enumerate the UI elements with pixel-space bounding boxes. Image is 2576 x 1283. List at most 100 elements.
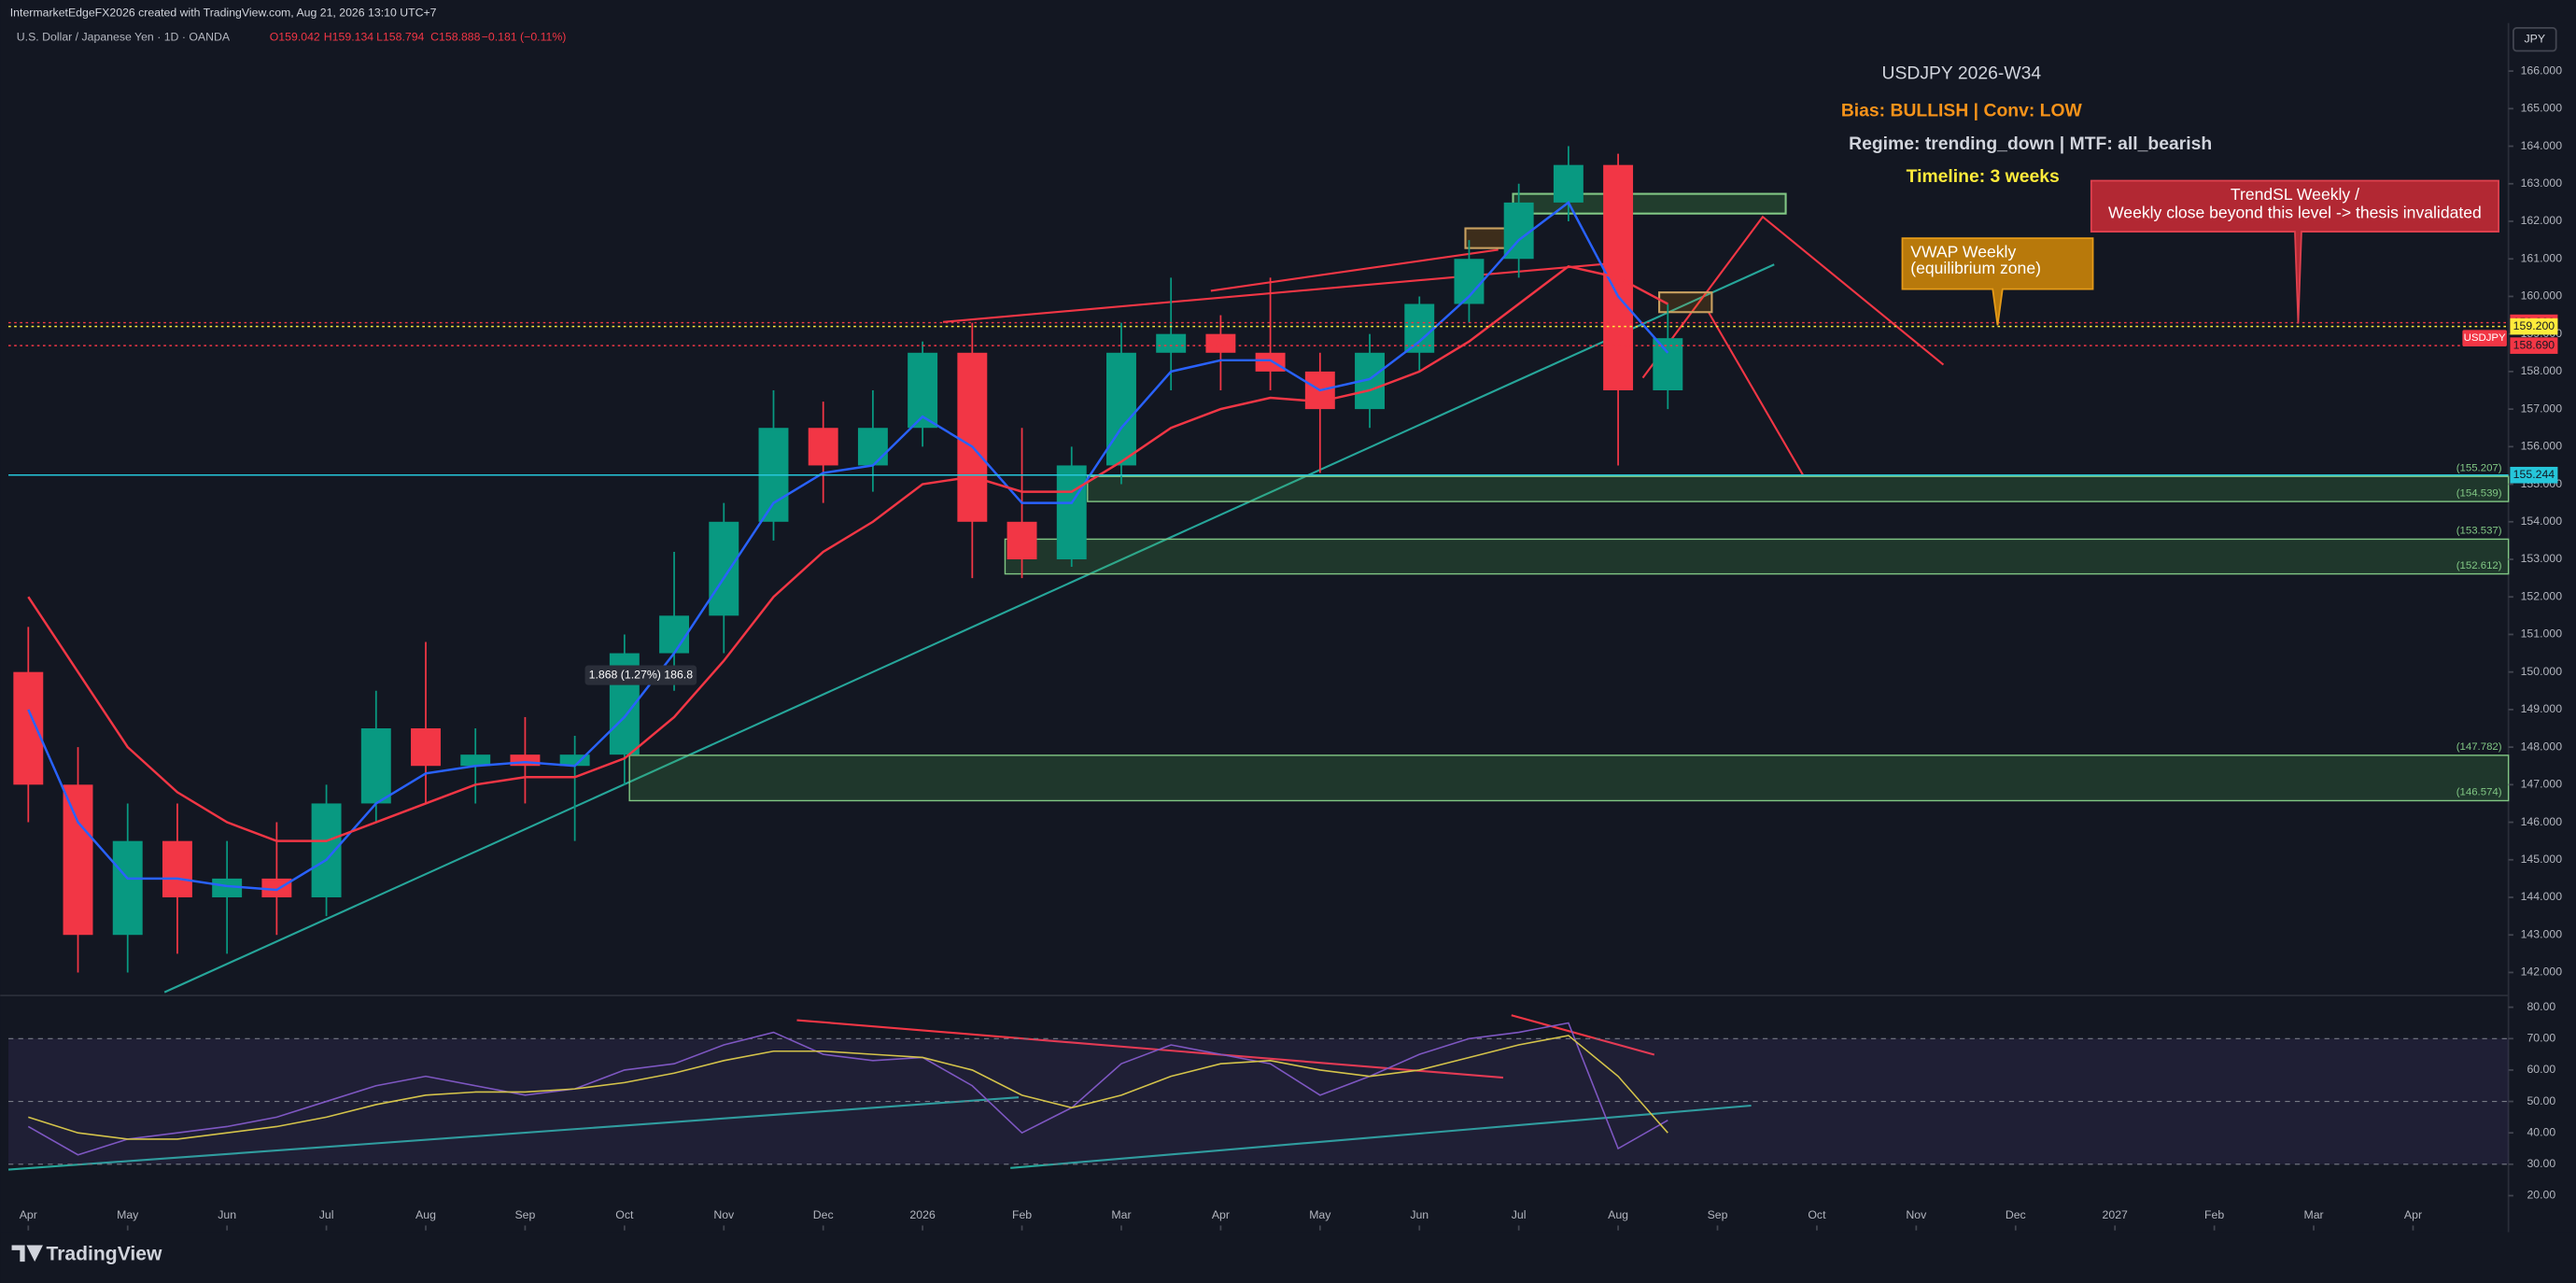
x-tick-label: 2027 — [2103, 1208, 2129, 1221]
x-tick-label: Oct — [1808, 1208, 1826, 1221]
candle-body — [411, 727, 441, 767]
demand-zone — [1087, 475, 2510, 502]
x-tick-label: Nov — [713, 1208, 735, 1221]
y-tick-label: 143.000 — [2521, 927, 2563, 940]
trend-line — [163, 263, 1775, 994]
y-tick-label: 157.000 — [2521, 402, 2563, 415]
x-tick-label: May — [1309, 1208, 1331, 1221]
candle-body — [1503, 202, 1534, 260]
rsi-trend-line — [796, 1019, 1504, 1079]
ohlc-value: H159.134 — [324, 31, 373, 44]
x-tick-label: Feb — [2204, 1208, 2224, 1221]
x-tick-label: Jul — [319, 1208, 334, 1221]
y-tick-label: 152.000 — [2521, 589, 2563, 602]
candle-body — [162, 840, 192, 897]
y-tick-label: 158.000 — [2521, 364, 2563, 377]
x-tick-label: Aug — [415, 1208, 436, 1221]
ohlc-value: C158.888 — [430, 31, 480, 44]
y-tick-label: 162.000 — [2521, 214, 2563, 227]
rsi-line — [28, 1035, 1668, 1140]
x-tick-label: May — [117, 1208, 139, 1221]
credit: IntermarketEdgeFX2026 created with Tradi… — [10, 6, 437, 19]
y-tick-label: 161.000 — [2521, 251, 2563, 264]
candle-body — [212, 878, 243, 897]
rsi-trend-line — [7, 1096, 1020, 1171]
x-tick-label: Jun — [1410, 1208, 1429, 1221]
callout-text: Weekly close beyond this level -> thesis… — [2108, 203, 2482, 221]
candle-body — [1106, 352, 1136, 466]
footer-bar — [0, 1232, 2576, 1283]
moving-average — [27, 201, 1669, 892]
candle-body — [261, 878, 292, 897]
y-tick-label: 151.000 — [2521, 627, 2563, 641]
candle-body — [1006, 521, 1037, 559]
x-tick-label: Dec — [813, 1208, 834, 1221]
callout-box — [2090, 179, 2499, 324]
range-box — [1658, 291, 1713, 314]
projection — [1707, 311, 1805, 477]
currency-box — [2513, 27, 2557, 52]
x-tick-label: Jun — [218, 1208, 236, 1221]
drawings — [7, 192, 1945, 1171]
measure-box — [584, 665, 697, 685]
ohlc-value: O159.042 — [270, 31, 320, 44]
trend-line — [942, 261, 1619, 323]
x-tick-label: Apr — [1212, 1208, 1230, 1221]
moving-average — [27, 264, 1668, 842]
y-tick-label: 30.00 — [2527, 1157, 2555, 1170]
y-tick-label: 70.00 — [2527, 1032, 2555, 1045]
callout-text: TrendSL Weekly / — [2231, 185, 2359, 204]
candle-body — [857, 428, 888, 466]
y-tick-label: 148.000 — [2521, 740, 2563, 753]
trend-line — [1210, 248, 1499, 292]
candle-body — [1255, 352, 1286, 372]
y-tick-label: 154.000 — [2521, 515, 2563, 528]
logo-icon — [11, 1245, 43, 1262]
candle-body — [510, 754, 541, 767]
x-tick-label: Aug — [1608, 1208, 1628, 1221]
y-tick-label: 146.000 — [2521, 815, 2563, 828]
candle-body — [360, 727, 391, 804]
annotation: Timeline: 3 weeks — [1907, 166, 2060, 187]
x-tick-label: 2026 — [909, 1208, 936, 1221]
symbol-title: U.S. Dollar / Japanese Yen · 1D · OANDA — [17, 31, 231, 44]
x-tick-label: Sep — [514, 1208, 535, 1221]
candle-body — [1056, 465, 1087, 559]
y-tick-label: 149.000 — [2521, 702, 2563, 715]
zone-label: (154.539) — [2456, 487, 2502, 499]
candle-body — [1205, 333, 1236, 353]
x-tick-label: Nov — [1906, 1208, 1927, 1221]
x-tick-label: Jul — [1512, 1208, 1527, 1221]
candle-body — [709, 521, 739, 616]
measure-label: 1.868 (1.27%) 186.8 — [589, 668, 694, 681]
price-tag — [2510, 317, 2558, 335]
candle-body — [311, 803, 342, 897]
rsi-trend-line — [1511, 1014, 1655, 1056]
candle-body — [659, 615, 690, 654]
x-tick-label: Dec — [2006, 1208, 2026, 1221]
y-tick-label: 144.000 — [2521, 890, 2563, 903]
rsi-trend-line — [1010, 1104, 1752, 1169]
price-tag-label: 155.244 — [2513, 468, 2555, 481]
y-tick-label: 60.00 — [2527, 1063, 2555, 1076]
annotation: Regime: trending_down | MTF: all_bearish — [1849, 134, 2212, 154]
y-tick-label: 145.000 — [2521, 853, 2563, 866]
symbol-tag-label: USDJPY — [2464, 332, 2506, 344]
x-tick-label: Feb — [1012, 1208, 1032, 1221]
y-tick-label: 156.000 — [2521, 440, 2563, 453]
y-tick-label: 147.000 — [2521, 778, 2563, 791]
logo: TradingView — [46, 1244, 162, 1265]
projection — [1641, 215, 1945, 379]
x-tick-label: Oct — [615, 1208, 634, 1221]
zone-label: (153.537) — [2456, 526, 2502, 537]
x-tick-label: Mar — [2303, 1208, 2323, 1221]
currency: JPY — [2525, 32, 2546, 45]
y-tick-label: 164.000 — [2521, 139, 2563, 152]
zone-label: (147.782) — [2456, 741, 2502, 753]
ohlc-value: L158.794 — [376, 31, 424, 44]
candle-body — [460, 754, 491, 767]
demand-zone — [628, 754, 2510, 802]
annotation: Bias: BULLISH | Conv: LOW — [1841, 101, 2083, 121]
